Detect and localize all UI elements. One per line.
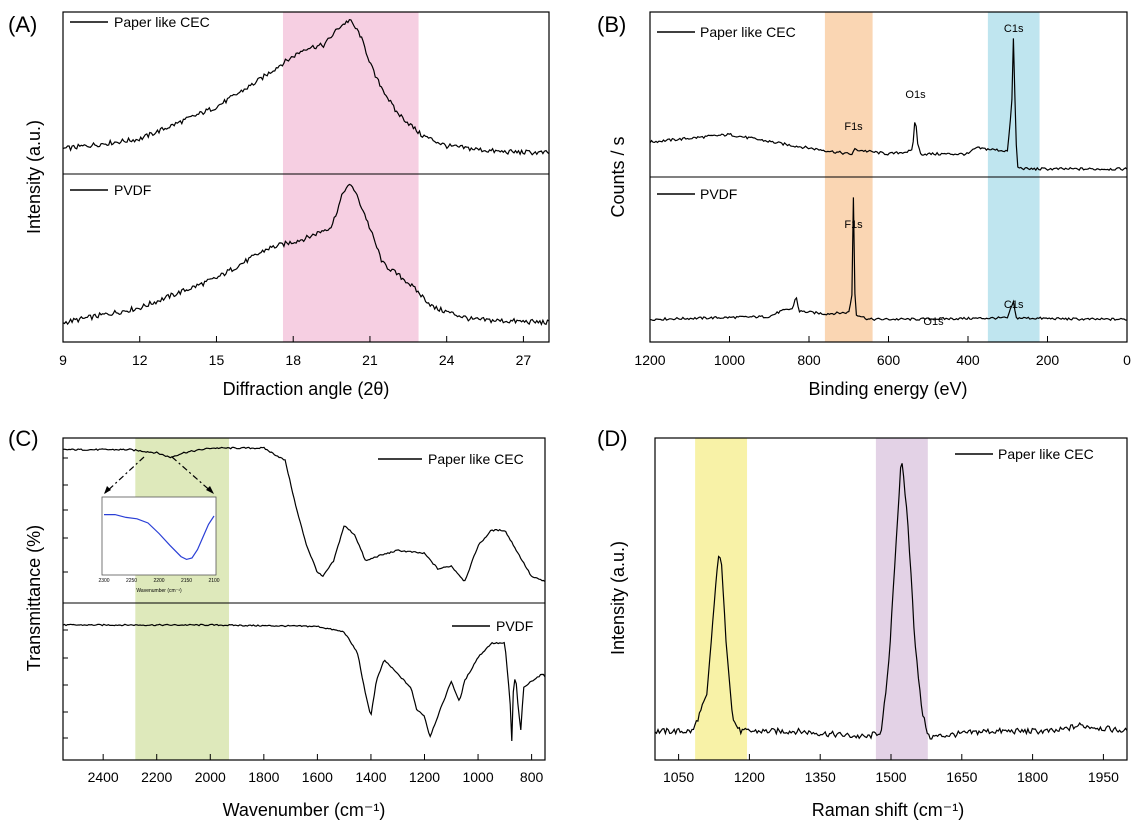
inset-x-tick-label: 2150 — [181, 578, 192, 584]
x-tick-label: 2200 — [141, 769, 172, 785]
inset-x-tick-label: 2250 — [126, 578, 137, 584]
x-tick-label: 1800 — [1017, 769, 1048, 785]
series-line-paper-like-cec — [62, 446, 546, 582]
x-tick-label: 1200 — [634, 352, 665, 368]
peak-labels-b: F1s O1s C1s F1s O1s C1s — [844, 23, 1024, 328]
y-axis-title-d: Intensity (a.u.) — [608, 541, 628, 655]
y-axis-title-b: Counts / s — [608, 136, 628, 217]
series-line-paper-like-cec — [62, 19, 550, 156]
inset-x-tick-label: 2200 — [153, 578, 164, 584]
inset-c: 2300 2250 2200 2150 2100 Wavenumber (cm⁻¹) — [98, 456, 220, 594]
highlight-band-c — [135, 438, 230, 760]
series-line-pvdf — [62, 623, 546, 742]
x-axis-title-b: Binding energy (eV) — [808, 379, 967, 399]
x-tick-label: 1200 — [409, 769, 440, 785]
x-tick-label: 21 — [362, 352, 378, 368]
x-tick-label: 1000 — [462, 769, 493, 785]
panel-label-b: (B) — [597, 12, 626, 37]
panel-label-d: (D) — [597, 426, 628, 451]
peak-label-f1s: F1s — [844, 121, 863, 133]
x-tick-label: 27 — [516, 352, 532, 368]
x-tick-label: 2000 — [195, 769, 226, 785]
plot-frame-c — [62, 437, 546, 761]
legend-label-paper-like-cec: Paper like CEC — [114, 14, 210, 30]
peak-label-o1s: O1s — [905, 89, 926, 101]
x-tick-label: 18 — [285, 352, 301, 368]
inset-frame — [101, 496, 217, 576]
peak-label-f1s: F1s — [844, 219, 863, 231]
inset-series-line — [104, 514, 215, 561]
inset-x-tick-label: 2100 — [208, 578, 219, 584]
series-line-pvdf — [62, 183, 550, 327]
y-axis-title-c: Transmittance (%) — [24, 525, 44, 671]
series-line-pvdf — [649, 197, 1128, 322]
x-tick-label: 1400 — [355, 769, 386, 785]
x-tick-label: 800 — [797, 352, 821, 368]
inset-x-axis-title: Wavenumber (cm⁻¹) — [136, 588, 182, 594]
panel-d: (D) Paper like CEC 1050 1200 1350 1500 1650 1… — [597, 426, 1128, 820]
zoom-pointer-left — [103, 456, 145, 495]
panel-c: (C) Paper like CEC PVDF 2300 2250 2200 2150… — [8, 426, 546, 820]
arrow-head-left-icon — [104, 486, 111, 494]
highlight-band-a — [282, 12, 419, 342]
x-axis-ticks-a: 9 12 15 18 21 24 27 — [59, 336, 531, 368]
panel-label-c: (C) — [8, 426, 39, 451]
x-tick-label: 2400 — [88, 769, 119, 785]
x-tick-label: 1200 — [734, 769, 765, 785]
x-tick-label: 9 — [59, 352, 67, 368]
x-tick-label: 1950 — [1088, 769, 1119, 785]
peak-label-c1s: C1s — [1004, 299, 1024, 311]
highlight-band-d-1 — [695, 438, 748, 760]
peak-label-c1s: C1s — [1004, 23, 1024, 35]
panel-a: (A) Paper like CEC PVDF 9 12 15 18 21 24 27 Di… — [8, 11, 550, 399]
legend-label-pvdf: PVDF — [700, 186, 737, 202]
x-tick-label: 800 — [520, 769, 544, 785]
y-axis-title-a: Intensity (a.u.) — [24, 120, 44, 234]
x-tick-label: 1800 — [248, 769, 279, 785]
zoom-pointer-right — [171, 456, 215, 495]
x-tick-label: 400 — [956, 352, 980, 368]
x-tick-label: 12 — [132, 352, 148, 368]
series-line-paper-like-cec — [649, 38, 1128, 172]
legend-label-pvdf: PVDF — [114, 182, 151, 198]
x-axis-ticks-c: 2400 2200 2000 1800 1600 1400 1200 1000 800 — [88, 754, 544, 785]
y-minor-ticks-c — [63, 457, 68, 739]
legend-label-pvdf: PVDF — [496, 618, 533, 634]
x-tick-label: 15 — [209, 352, 225, 368]
x-tick-label: 200 — [1036, 352, 1060, 368]
series-line-paper-like-cec — [654, 463, 1128, 740]
x-tick-label: 1600 — [302, 769, 333, 785]
panel-b: (B) F1s O1s C1s F1s O1s C1s Paper like CEC PV… — [597, 11, 1131, 399]
x-tick-label: 1500 — [875, 769, 906, 785]
x-tick-label: 1000 — [714, 352, 745, 368]
legend-label-paper-like-cec: Paper like CEC — [428, 451, 524, 467]
x-tick-label: 0 — [1123, 352, 1131, 368]
inset-x-tick-label: 2300 — [98, 578, 109, 584]
x-tick-label: 24 — [439, 352, 455, 368]
x-axis-title-d: Raman shift (cm⁻¹) — [812, 800, 965, 820]
inset-x-ticks: 2300 2250 2200 2150 2100 — [98, 578, 219, 584]
x-tick-label: 600 — [877, 352, 901, 368]
legend-label-paper-like-cec: Paper like CEC — [700, 24, 796, 40]
x-axis-title-a: Diffraction angle (2θ) — [223, 379, 390, 399]
panel-label-a: (A) — [8, 12, 37, 37]
x-axis-ticks-d: 1050 1200 1350 1500 1650 1800 1950 — [663, 754, 1119, 785]
arrow-head-right-icon — [206, 486, 214, 494]
peak-label-o1s: O1s — [923, 316, 944, 328]
legend-label-paper-like-cec: Paper like CEC — [998, 446, 1094, 462]
x-tick-label: 1050 — [663, 769, 694, 785]
x-tick-label: 1350 — [805, 769, 836, 785]
x-axis-title-c: Wavenumber (cm⁻¹) — [223, 800, 386, 820]
plot-frame-a — [62, 11, 550, 343]
x-tick-label: 1650 — [946, 769, 977, 785]
x-axis-ticks-b: 1200 1000 800 600 400 200 0 — [634, 336, 1131, 368]
